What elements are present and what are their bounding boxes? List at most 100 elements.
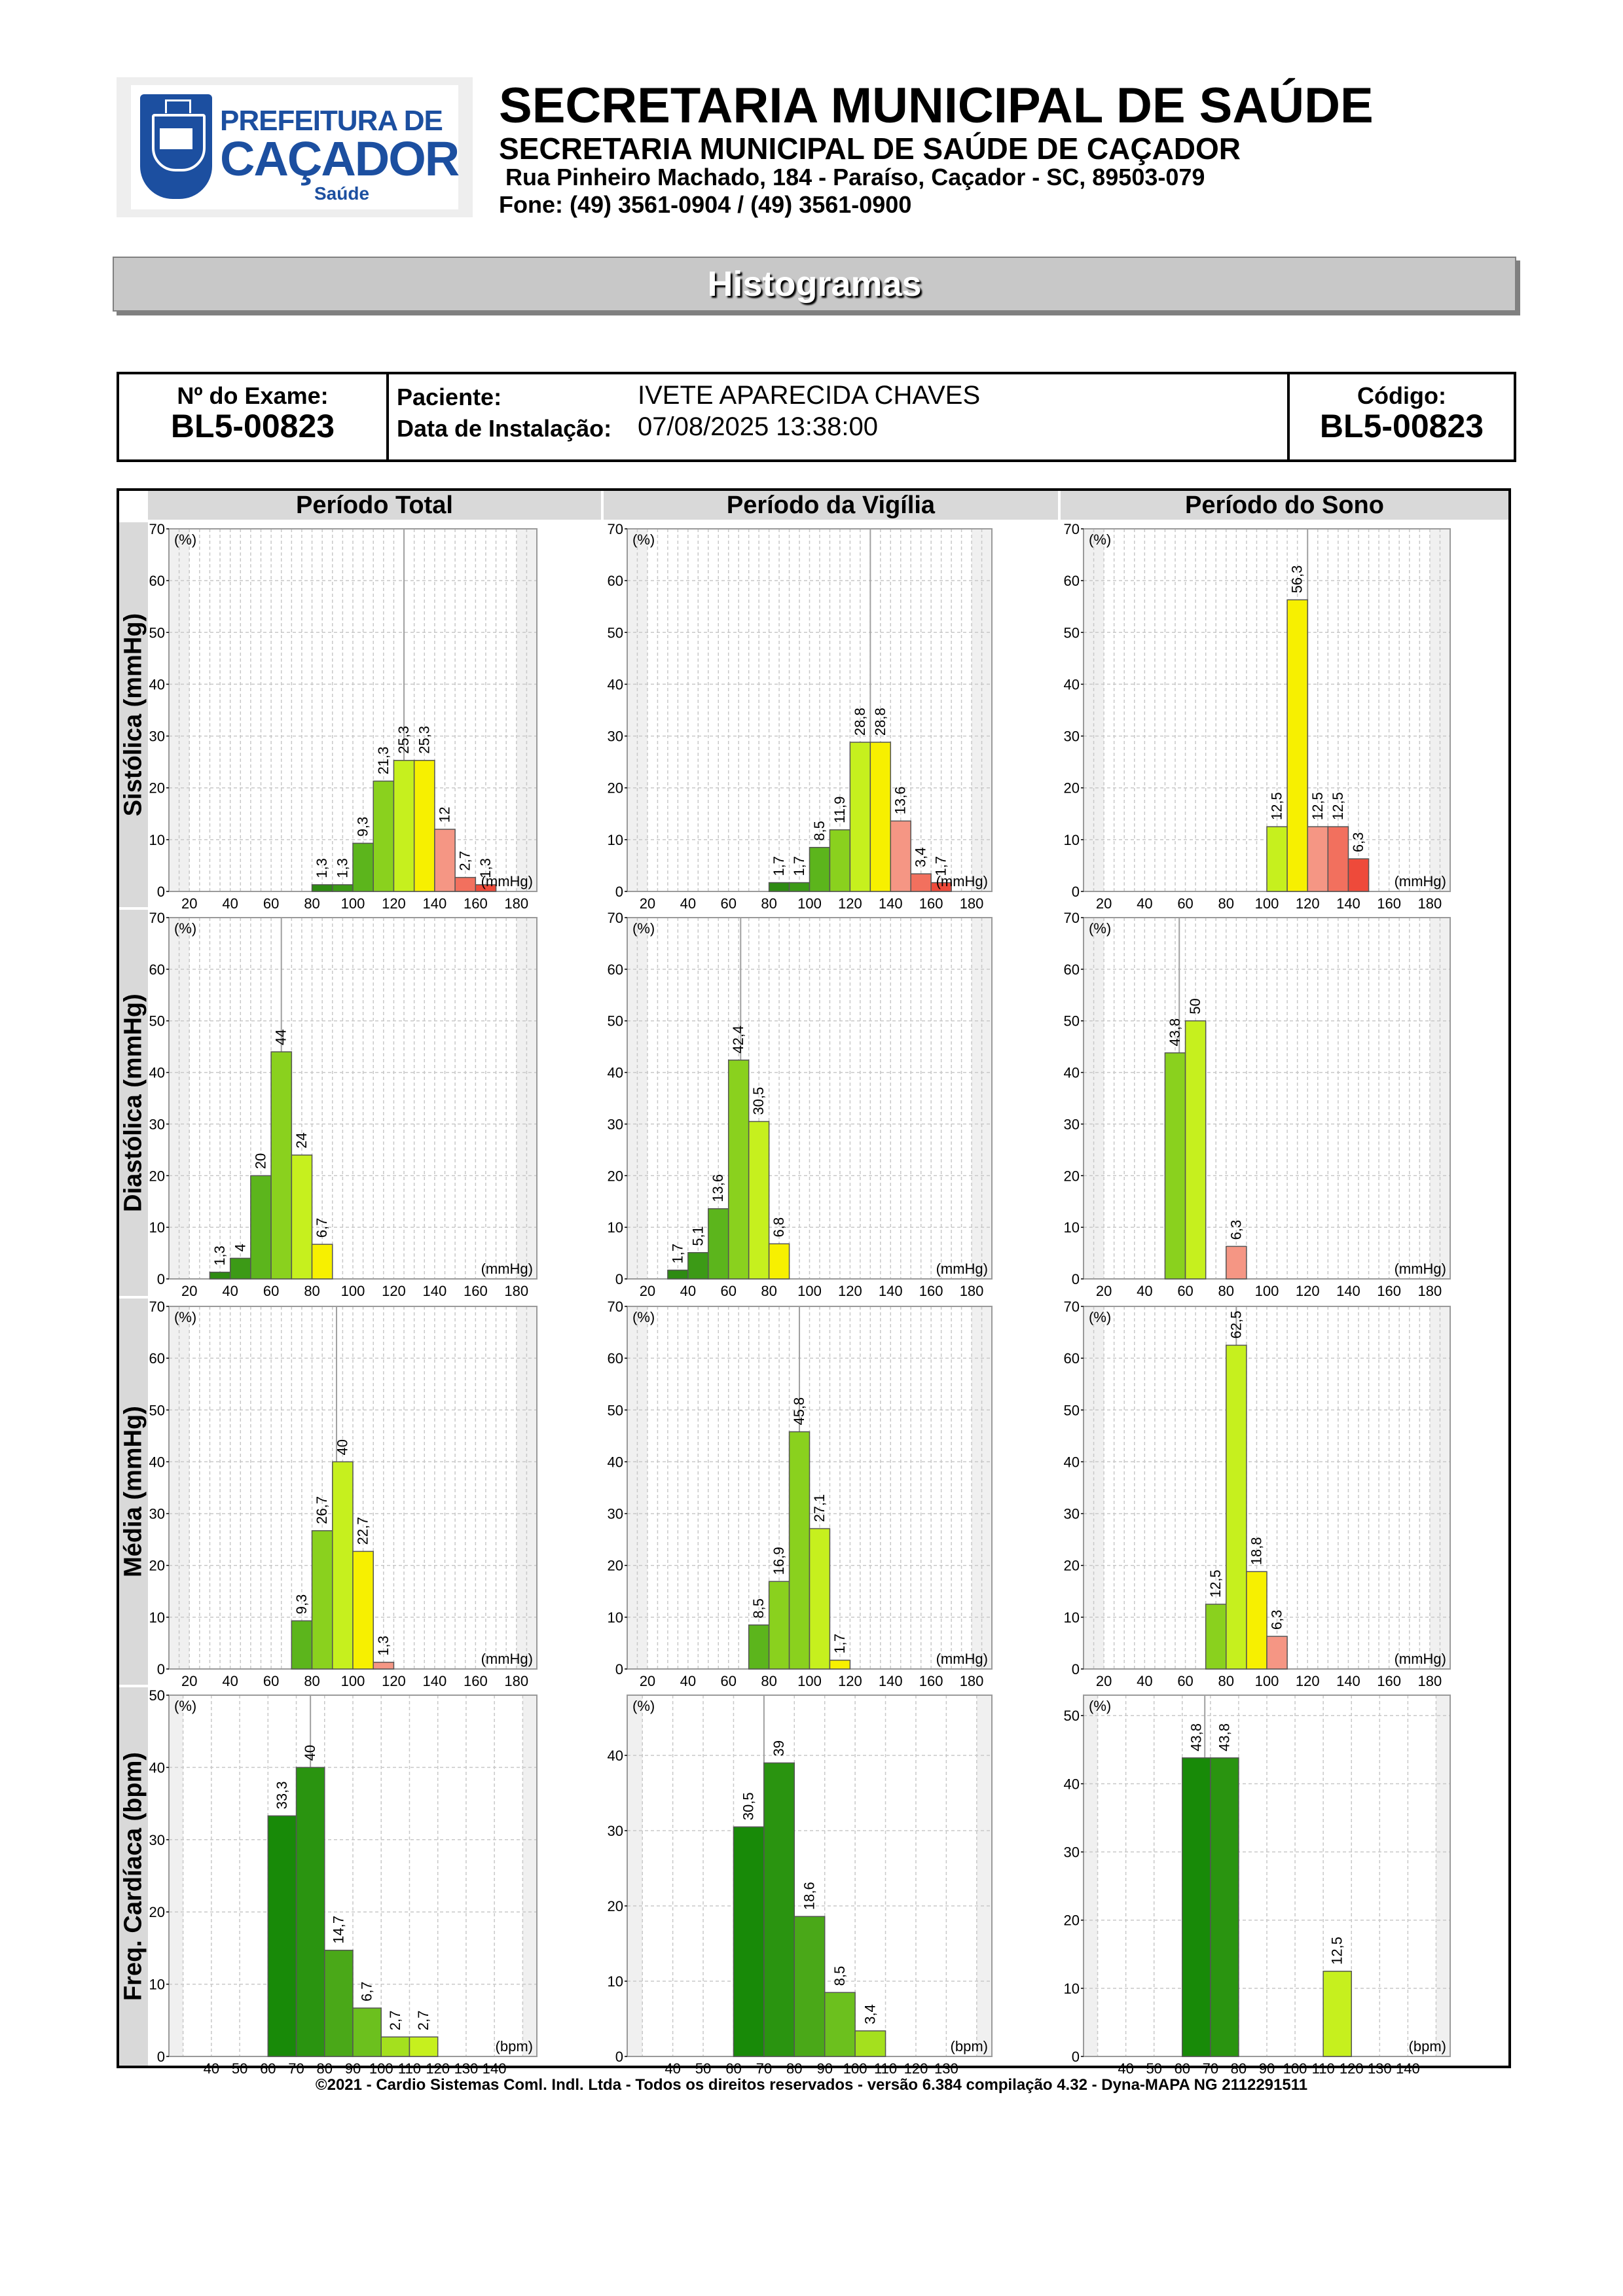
bar-label: 12,5	[1330, 792, 1346, 820]
bar-label: 12,5	[1207, 1570, 1224, 1598]
x-tick-label: 20	[181, 895, 197, 912]
bar-label: 25,3	[395, 726, 412, 754]
page-title: SECRETARIA MUNICIPAL DE SAÚDE	[499, 78, 1374, 134]
x-tick-label: 90	[816, 2060, 832, 2077]
histogram-chart-6: 9,3 26,7 40 22,7 1,3 0 10 20 30 40 50 60 70 20 40 60 80 1…	[149, 1299, 538, 1689]
bar	[1205, 1604, 1227, 1670]
y-tick-label: 50	[608, 624, 623, 641]
x-tick-label: 100	[1283, 2060, 1307, 2077]
bar-label: 28,8	[872, 708, 888, 736]
y-unit-label: (%)	[1089, 1698, 1111, 1714]
y-tick-label: 40	[1064, 1454, 1080, 1470]
y-unit-label: (%)	[632, 531, 655, 548]
bar	[409, 2036, 439, 2057]
phone: Fone: (49) 3561-0904 / (49) 3561-0900	[499, 191, 912, 218]
x-tick-label: 60	[1177, 1673, 1193, 1689]
y-tick-label: 0	[1072, 2049, 1080, 2065]
x-tick-label: 130	[1368, 2060, 1392, 2077]
bar-label: 30,5	[740, 1792, 757, 1820]
y-tick-label: 10	[1064, 1219, 1080, 1236]
histogram-chart-9: 33,3 40 14,7 6,7 2,7 2,7 0 10 20 30 40 50 40 50 60 70 80…	[149, 1687, 538, 2077]
y-unit-label: (%)	[174, 1698, 196, 1714]
y-tick-label: 60	[1064, 961, 1080, 978]
x-tick-label: 100	[797, 895, 822, 912]
coat-of-arms-icon	[140, 94, 212, 199]
bar	[849, 742, 871, 892]
y-tick-label: 20	[149, 1558, 165, 1574]
x-unit-label: (bpm)	[1409, 2038, 1446, 2054]
y-unit-label: (%)	[174, 1309, 196, 1325]
bar	[393, 760, 415, 892]
bar-label: 6,3	[1350, 833, 1366, 853]
x-tick-label: 50	[232, 2060, 247, 2077]
x-tick-label: 120	[838, 1283, 862, 1299]
y-tick-label: 10	[1064, 832, 1080, 848]
x-unit-label: (mmHg)	[481, 873, 533, 889]
x-tick-label: 40	[222, 1283, 238, 1299]
x-tick-label: 20	[640, 1283, 655, 1299]
bar	[332, 1461, 354, 1670]
bar-label: 45,8	[791, 1397, 807, 1426]
y-tick-label: 10	[608, 1219, 623, 1236]
x-tick-label: 80	[761, 1673, 776, 1689]
y-tick-label: 60	[608, 1350, 623, 1367]
y-tick-label: 0	[615, 884, 623, 900]
y-tick-label: 60	[149, 1350, 165, 1367]
x-tick-label: 60	[260, 2060, 276, 2077]
bar	[311, 1530, 333, 1670]
x-unit-label: (mmHg)	[936, 1651, 988, 1667]
x-tick-label: 160	[919, 1283, 943, 1299]
x-tick-label: 110	[874, 2060, 897, 2077]
logo-line3: Saúde	[314, 183, 370, 204]
install-date-label: Data de Instalação:	[397, 415, 612, 442]
y-tick-label: 30	[1064, 1116, 1080, 1132]
y-tick-label: 0	[615, 1271, 623, 1287]
bar	[829, 1659, 851, 1670]
plot-frame	[1083, 917, 1451, 1280]
x-unit-label: (mmHg)	[936, 1261, 988, 1277]
bar	[1266, 826, 1288, 892]
column-header-vigilia: Período da Vigília	[604, 491, 1058, 520]
y-tick-label: 50	[1064, 1013, 1080, 1030]
y-tick-label: 70	[1064, 910, 1080, 926]
patient-label: Paciente:	[397, 384, 502, 410]
y-tick-label: 40	[149, 1065, 165, 1081]
bar-label: 2,7	[387, 2011, 403, 2031]
row-header-media: Média (mmHg)	[119, 1299, 148, 1685]
bar-label: 6,7	[359, 1981, 375, 2001]
y-tick-label: 40	[1064, 1065, 1080, 1081]
y-tick-label: 50	[1064, 1402, 1080, 1418]
x-tick-label: 120	[382, 895, 406, 912]
bar-label: 30,5	[750, 1087, 767, 1115]
bar-label: 4	[232, 1244, 248, 1251]
x-tick-label: 80	[786, 2060, 802, 2077]
bar-label: 2,7	[457, 851, 473, 871]
x-tick-label: 60	[720, 1283, 736, 1299]
bar	[788, 1431, 811, 1670]
y-tick-label: 50	[1064, 1708, 1080, 1724]
y-tick-label: 40	[608, 676, 623, 692]
bar	[748, 1624, 770, 1670]
bar	[434, 829, 456, 892]
x-tick-label: 60	[263, 1673, 279, 1689]
y-tick-label: 50	[1064, 624, 1080, 641]
bar-label: 8,5	[811, 821, 828, 841]
x-tick-label: 60	[263, 895, 279, 912]
y-tick-label: 70	[1064, 521, 1080, 537]
x-unit-label: (mmHg)	[1395, 873, 1446, 889]
x-tick-label: 120	[382, 1283, 406, 1299]
bar	[475, 884, 497, 892]
x-tick-label: 20	[1096, 1673, 1112, 1689]
bar-label: 1,3	[211, 1246, 228, 1266]
bar	[809, 1528, 831, 1670]
bar-label: 6,8	[771, 1217, 787, 1238]
bar-label: 50	[1187, 998, 1203, 1014]
y-tick-label: 70	[149, 1299, 165, 1315]
x-tick-label: 60	[1175, 2060, 1190, 2077]
x-tick-label: 40	[1137, 1283, 1152, 1299]
bar-label: 12,5	[1269, 792, 1285, 820]
bar-label: 1,7	[669, 1244, 685, 1264]
x-unit-label: (bpm)	[496, 2038, 533, 2054]
